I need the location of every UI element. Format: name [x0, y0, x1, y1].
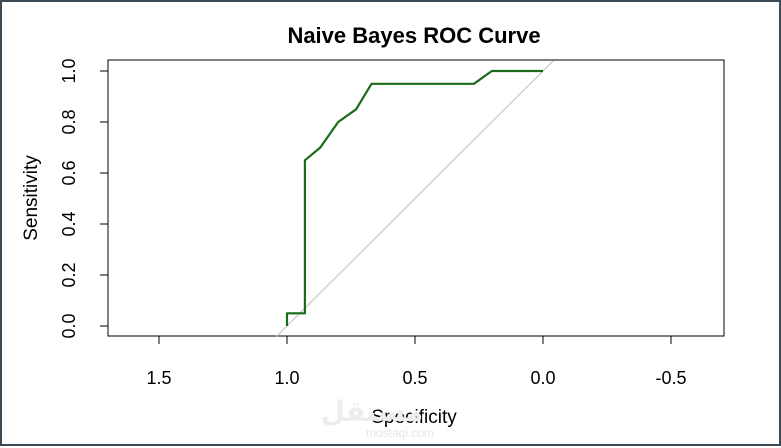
watermark-url: mostaqi.com	[366, 426, 434, 440]
x-tick-label: 1.5	[146, 368, 171, 388]
roc-curve	[285, 69, 543, 326]
watermark-logo: مستقل	[321, 396, 423, 427]
y-tick-label: 1.0	[59, 58, 79, 83]
y-tick-label: 0.8	[59, 109, 79, 134]
x-tick-label: 1.0	[274, 368, 299, 388]
x-tick-label: 0.0	[530, 368, 555, 388]
x-axis: 1.5 1.0 0.5 0.0 -0.5	[146, 335, 687, 388]
chart-title: Naive Bayes ROC Curve	[287, 23, 540, 48]
y-axis-label: Sensitivity	[21, 155, 42, 241]
y-tick-label: 0.0	[59, 313, 79, 338]
reference-diagonal	[276, 60, 554, 337]
x-tick-label: 0.5	[402, 368, 427, 388]
y-tick-label: 0.6	[59, 160, 79, 185]
y-axis: 0.0 0.2 0.4 0.6 0.8 1.0	[59, 58, 109, 339]
x-tick-label: -0.5	[655, 368, 686, 388]
y-tick-label: 0.2	[59, 262, 79, 287]
x-axis-label: Specificity	[371, 407, 457, 428]
y-tick-label: 0.4	[59, 211, 79, 236]
